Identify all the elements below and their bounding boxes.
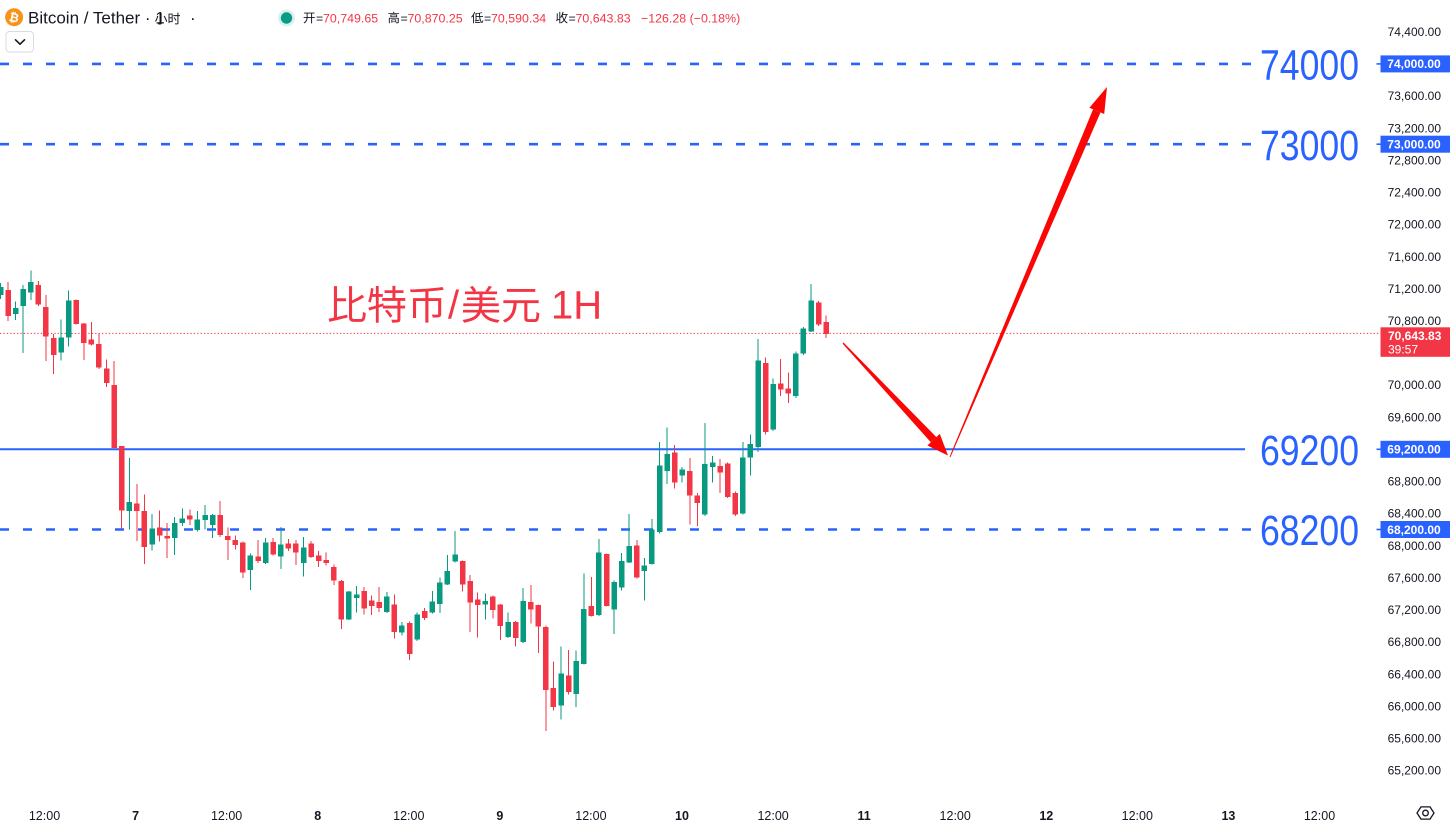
svg-text:10: 10 xyxy=(675,809,689,823)
svg-text:39:57: 39:57 xyxy=(1388,343,1418,357)
svg-text:73,600.00: 73,600.00 xyxy=(1388,89,1442,103)
svg-text:67,200.00: 67,200.00 xyxy=(1388,603,1442,617)
svg-text:73,000.00: 73,000.00 xyxy=(1387,138,1441,152)
svg-text:=: = xyxy=(484,11,491,25)
svg-text:−126.28 (−0.18%): −126.28 (−0.18%) xyxy=(641,11,740,25)
svg-text:66,400.00: 66,400.00 xyxy=(1388,667,1442,681)
svg-text:74000: 74000 xyxy=(1260,42,1359,90)
svg-text:72,400.00: 72,400.00 xyxy=(1388,186,1442,200)
svg-text:12:00: 12:00 xyxy=(1304,809,1335,823)
svg-text:68200: 68200 xyxy=(1260,507,1359,555)
svg-text:12: 12 xyxy=(1039,809,1053,823)
svg-text:69,200.00: 69,200.00 xyxy=(1387,443,1441,457)
svg-text:70,643.83: 70,643.83 xyxy=(1388,329,1442,343)
svg-text:=: = xyxy=(569,11,576,25)
svg-text:68,000.00: 68,000.00 xyxy=(1388,539,1442,553)
svg-text:8: 8 xyxy=(314,809,321,823)
svg-text:70,000.00: 70,000.00 xyxy=(1388,378,1442,392)
svg-text:12:00: 12:00 xyxy=(575,809,606,823)
svg-text:69,600.00: 69,600.00 xyxy=(1388,410,1442,424)
svg-text:7: 7 xyxy=(132,809,139,823)
svg-text:11: 11 xyxy=(857,809,870,823)
svg-text:12:00: 12:00 xyxy=(940,809,971,823)
svg-text:73,200.00: 73,200.00 xyxy=(1388,121,1442,135)
svg-text:73000: 73000 xyxy=(1260,122,1359,170)
svg-text:=: = xyxy=(316,11,323,25)
svg-text:70,800.00: 70,800.00 xyxy=(1388,314,1442,328)
svg-text:Bitcoin / Tether · 1: Bitcoin / Tether · 1 xyxy=(28,9,165,28)
svg-text:70,590.34: 70,590.34 xyxy=(491,11,546,25)
svg-text:66,800.00: 66,800.00 xyxy=(1388,635,1442,649)
svg-text:68,800.00: 68,800.00 xyxy=(1388,475,1442,489)
svg-text:72,000.00: 72,000.00 xyxy=(1388,218,1442,232)
svg-text:69200: 69200 xyxy=(1260,427,1359,475)
svg-text:68,400.00: 68,400.00 xyxy=(1388,507,1442,521)
svg-text:12:00: 12:00 xyxy=(211,809,242,823)
svg-text:1H: 1H xyxy=(551,284,602,328)
svg-text:74,400.00: 74,400.00 xyxy=(1388,25,1442,39)
svg-text:12:00: 12:00 xyxy=(393,809,424,823)
svg-text:66,000.00: 66,000.00 xyxy=(1388,699,1442,713)
svg-text:71,600.00: 71,600.00 xyxy=(1388,250,1442,264)
svg-text:74,000.00: 74,000.00 xyxy=(1387,57,1441,71)
svg-text:/: / xyxy=(448,284,460,328)
svg-text:12:00: 12:00 xyxy=(1122,809,1153,823)
svg-text:12:00: 12:00 xyxy=(29,809,60,823)
svg-text:₿: ₿ xyxy=(8,10,21,26)
svg-text:68,200.00: 68,200.00 xyxy=(1387,523,1441,537)
svg-text:·: · xyxy=(190,9,196,28)
svg-text:70,643.83: 70,643.83 xyxy=(576,11,631,25)
svg-text:13: 13 xyxy=(1221,809,1235,823)
svg-text:65,600.00: 65,600.00 xyxy=(1388,732,1442,746)
svg-text:70,749.65: 70,749.65 xyxy=(323,11,378,25)
svg-text:9: 9 xyxy=(496,809,503,823)
svg-text:12:00: 12:00 xyxy=(757,809,788,823)
svg-text:70,870.25: 70,870.25 xyxy=(408,11,463,25)
svg-text:67,600.00: 67,600.00 xyxy=(1388,571,1442,585)
svg-text:72,800.00: 72,800.00 xyxy=(1388,154,1442,168)
svg-text:=: = xyxy=(401,11,408,25)
svg-text:71,200.00: 71,200.00 xyxy=(1388,282,1442,296)
svg-text:65,200.00: 65,200.00 xyxy=(1388,764,1442,778)
